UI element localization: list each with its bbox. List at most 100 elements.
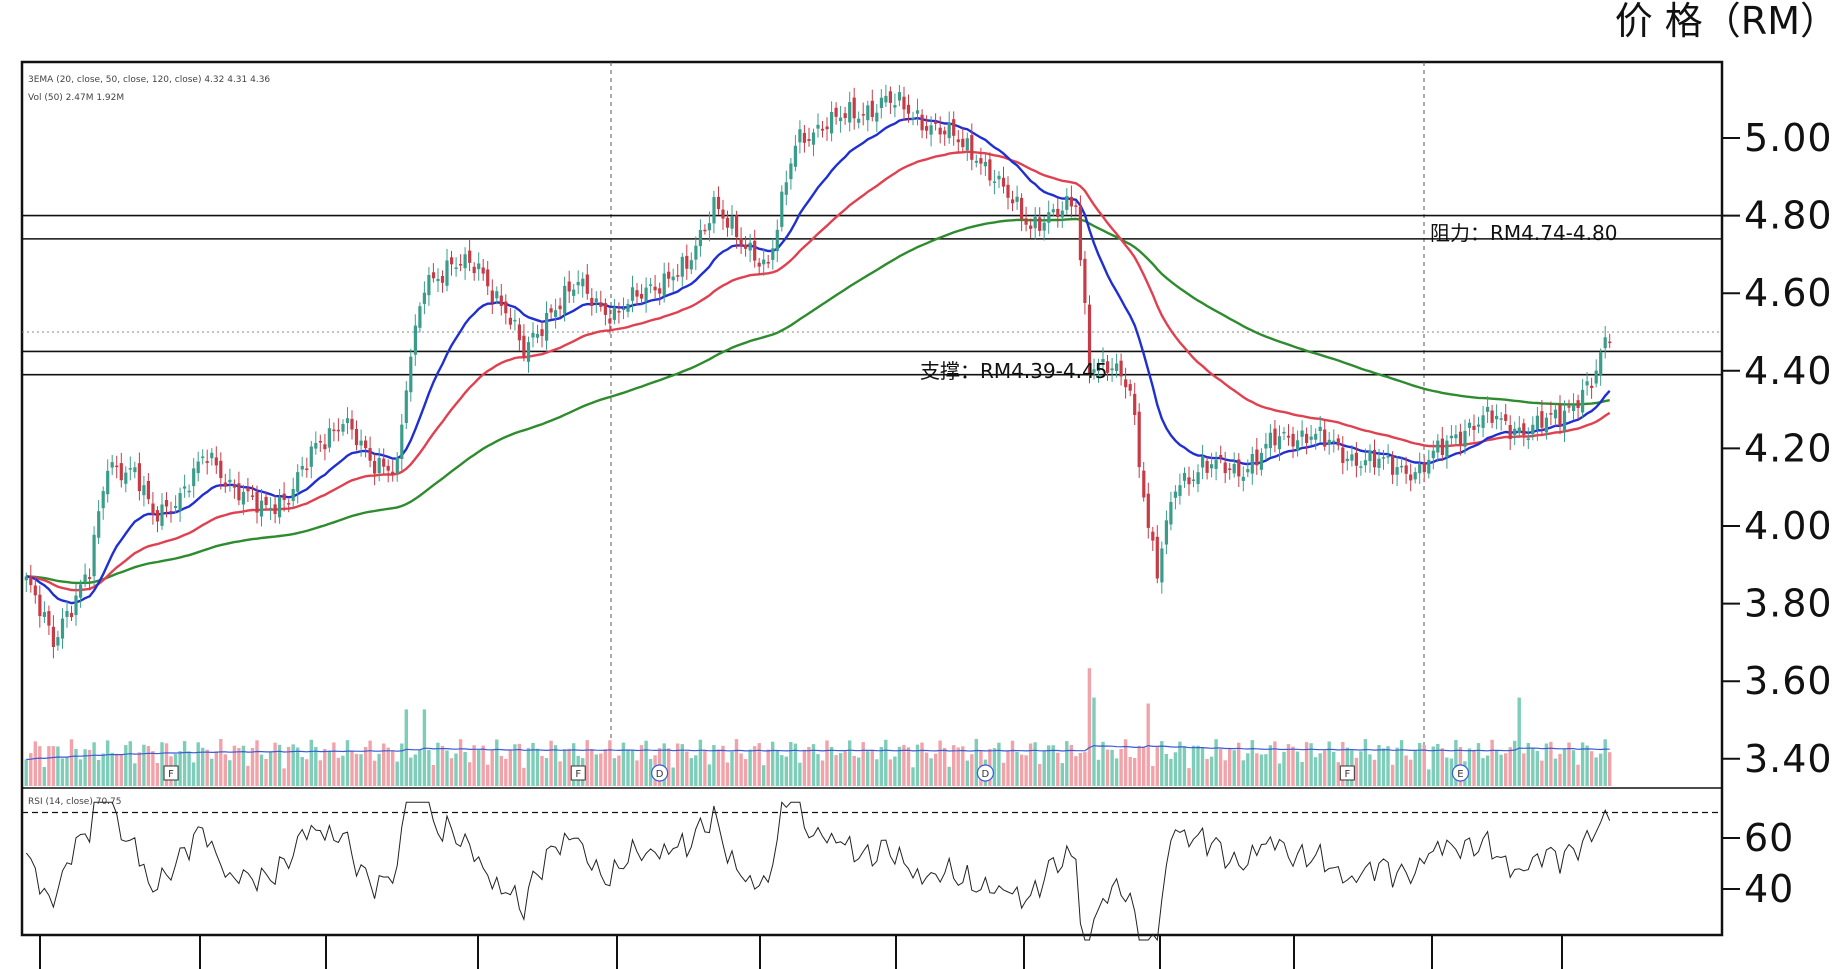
volume-bar [1327,741,1331,786]
candle-body [1567,406,1571,408]
volume-bar [902,744,906,786]
candle-body [988,159,992,181]
candle-body [1400,465,1404,468]
candle-body [1268,432,1272,449]
volume-bar [164,743,169,786]
candle-body [504,301,508,314]
volume-bar [1354,757,1359,786]
indicator-legend: 3EMA (20, close, 50, close, 120, close) … [28,75,270,807]
volume-bar [418,749,422,786]
volume-bar [829,746,834,786]
candle-body [974,160,978,163]
volume-bar [943,748,947,786]
candle-body [712,197,716,224]
candle-body [65,611,69,617]
volume-bar [1151,766,1155,786]
ema-legend-text: 3EMA (20, close, 50, close, 120, close) … [28,75,270,85]
price-tick-label: 4.40 [1744,349,1833,393]
volume-bar [332,742,336,786]
volume-bar [857,757,861,786]
candle-body [545,312,549,341]
event-marker-box [163,765,179,781]
candle-body [1246,469,1250,473]
volume-bar [1594,757,1598,786]
volume-bar [694,755,698,786]
volume-bar [1282,751,1286,786]
volume-bar [1372,759,1377,786]
candle-body [816,124,820,129]
candle-body [1282,431,1286,434]
volume-bar [752,746,757,786]
candle-body [47,611,51,626]
volume-bar [671,767,675,786]
candle-body [1454,434,1458,439]
volume-bar [1096,759,1101,786]
price-tick-label: 4.20 [1744,426,1833,470]
volume-bar [363,747,368,786]
volume-bar [933,753,938,786]
candle-body [1087,304,1092,375]
candle-body [228,479,232,483]
candle-body [698,230,702,247]
event-marker-label: F [575,769,581,780]
candle-body [558,305,562,310]
volume-bar [1259,754,1264,786]
volume-bar [1558,753,1562,786]
candle-body [1508,425,1512,440]
volume-bar [314,747,318,786]
candle-body [793,145,797,167]
volume-bar [1273,741,1277,786]
candle-body [92,534,96,577]
candle-body [205,461,209,463]
candle-body [74,595,78,616]
candle-body [400,424,404,459]
volume-bar [1295,751,1300,786]
volume-bar [1526,743,1530,786]
volume-bar [1241,760,1245,786]
candle-body [1576,400,1580,408]
candle-body [680,256,684,277]
volume-bar [1332,751,1336,786]
volume-bar [124,745,128,786]
volume-bar [182,741,187,786]
candle-body [658,288,662,294]
volume-bar [1313,757,1318,786]
volume-bar [531,742,535,786]
candle-body [269,507,273,510]
candle-body [1047,212,1051,223]
candle-body [24,576,28,581]
volume-bar [1404,755,1408,786]
volume-bar [1214,739,1218,786]
candle-body [508,317,512,325]
volume-bar [137,752,141,786]
candle-body [1562,410,1567,431]
volume-bar [1454,739,1458,786]
candle-body [875,112,879,122]
volume-bar [1119,749,1123,786]
candle-body [1318,426,1322,431]
volume-bar [608,740,612,786]
candle-body [368,448,372,461]
volume-bar [848,740,852,786]
candle-body [255,492,259,513]
event-marker: F [1339,765,1355,781]
volume-bar [1445,757,1449,786]
volume-bar [1318,753,1322,786]
candle-body [1590,385,1594,388]
candle-body [169,511,173,513]
volume-bar [1155,746,1159,786]
volume-bar [1042,750,1046,786]
candle-body [1431,450,1435,459]
candle-body [196,461,200,474]
volume-bar [1336,762,1340,786]
volume-bar [1553,758,1558,786]
volume-bar [499,755,503,786]
candle-body [956,139,960,143]
volume-bar [382,743,386,786]
candle-body [354,429,359,446]
volume-bar [300,757,304,786]
candle-body [1418,464,1422,474]
candle-body [495,291,499,299]
volume-bar [1123,739,1128,786]
candle-body [599,302,603,307]
